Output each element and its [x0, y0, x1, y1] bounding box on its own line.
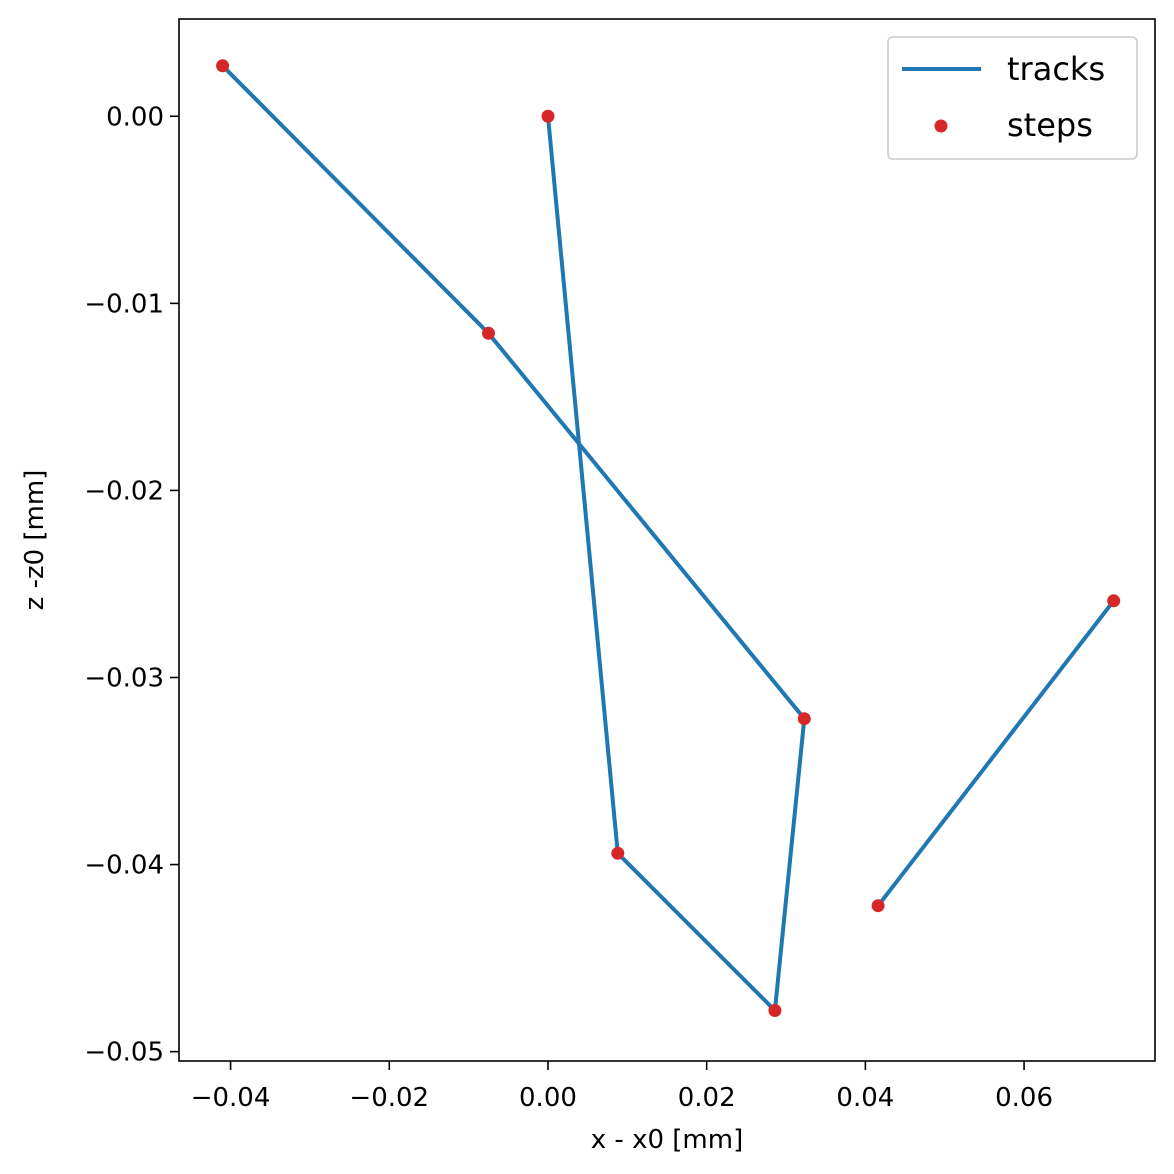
track-line-2 [876, 598, 1116, 908]
step-point [871, 899, 885, 913]
y-tick-label: −0.05 [84, 1038, 164, 1068]
step-point [482, 326, 495, 340]
legend-tracks-label: tracks [1007, 50, 1105, 88]
step-point [541, 109, 555, 123]
y-tick-label: −0.04 [84, 851, 164, 881]
y-axis: 0.00 −0.01 −0.02 −0.03 −0.04 −0.05 [84, 102, 179, 1068]
step-point [1107, 594, 1121, 608]
step-point [768, 1004, 782, 1017]
y-tick-label: −0.02 [84, 476, 164, 506]
plot-background [179, 19, 1155, 1061]
x-tick-label: 0.00 [519, 1083, 577, 1113]
x-tick-label: −0.02 [349, 1083, 429, 1113]
step-point [797, 712, 811, 726]
x-axis-label: x - x0 [mm] [591, 1125, 743, 1155]
step-point [216, 59, 230, 73]
y-tick-label: 0.00 [106, 102, 164, 132]
x-tick-label: 0.04 [836, 1083, 894, 1113]
plot-frame [178, 18, 1156, 1062]
legend: tracks steps [887, 36, 1138, 160]
x-tick-label: 0.02 [678, 1083, 736, 1113]
x-tick-label: −0.04 [191, 1083, 271, 1113]
track-line-1 [220, 63, 807, 1013]
step-point [611, 846, 625, 860]
steps-layer [216, 59, 1121, 1017]
y-tick-label: −0.03 [84, 663, 164, 693]
tracks-layer [220, 63, 1116, 1013]
y-axis-label: z -z0 [mm] [20, 470, 50, 611]
legend-steps-swatch [934, 119, 948, 133]
legend-steps-label: steps [1007, 106, 1093, 144]
y-tick-label: −0.01 [84, 289, 164, 319]
x-axis: −0.04 −0.02 0.00 0.02 0.04 0.06 [191, 1061, 1053, 1113]
x-tick-label: 0.06 [995, 1083, 1053, 1113]
